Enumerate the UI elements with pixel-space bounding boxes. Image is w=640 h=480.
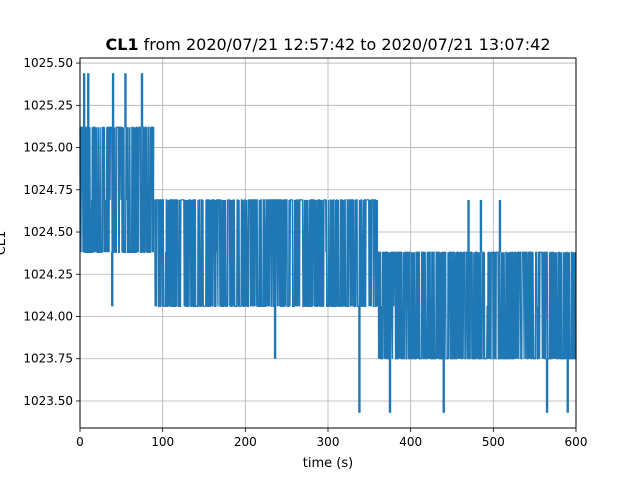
chart-title-bold: CL1 — [105, 35, 138, 54]
chart-title-rest: from 2020/07/21 12:57:42 to 2020/07/21 1… — [139, 35, 551, 54]
x-tick-label: 100 — [151, 435, 174, 449]
y-tick-label: 1023.75 — [23, 352, 73, 366]
y-tick-label: 1024.75 — [23, 183, 73, 197]
x-tick-label: 0 — [76, 435, 84, 449]
x-axis-label: time (s) — [303, 456, 353, 471]
x-tick-label: 300 — [317, 435, 340, 449]
y-tick-label: 1024.00 — [23, 309, 73, 323]
y-axis-ticks: 1023.50 1023.75 1024.00 1024.25 1024.50 1024.… — [23, 56, 80, 408]
x-tick-label: 400 — [399, 435, 422, 449]
y-axis-label: CL1 — [0, 231, 9, 256]
series-segment — [154, 199, 379, 308]
x-tick-label: 200 — [234, 435, 257, 449]
y-tick-label: 1025.00 — [23, 141, 73, 155]
y-tick-label: 1024.25 — [23, 267, 73, 281]
y-tick-label: 1023.50 — [23, 394, 73, 408]
y-tick-label: 1025.25 — [23, 98, 73, 112]
x-tick-label: 600 — [565, 435, 588, 449]
series-line — [79, 73, 577, 413]
y-tick-label: 1025.50 — [23, 56, 73, 70]
chart-title: CL1 from 2020/07/21 12:57:42 to 2020/07/… — [105, 35, 550, 54]
series-segment — [377, 251, 577, 360]
x-axis-ticks: 0 100 200 300 400 500 600 — [76, 428, 587, 449]
series-segment — [79, 126, 155, 253]
x-tick-label: 500 — [482, 435, 505, 449]
y-tick-label: 1024.50 — [23, 225, 73, 239]
